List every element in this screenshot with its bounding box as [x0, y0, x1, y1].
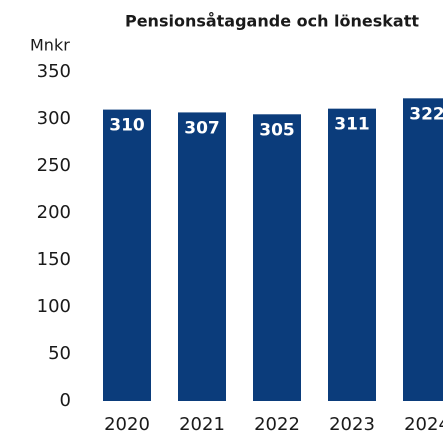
y-tick-label: 50: [48, 343, 71, 364]
chart-title: Pensionsåtagande och löneskatt: [125, 12, 419, 31]
y-tick-label: 250: [37, 155, 71, 176]
bar: [253, 114, 301, 402]
y-tick-label: 200: [37, 202, 71, 223]
x-tick-label: 2022: [254, 414, 300, 435]
value-label: 310: [109, 116, 145, 136]
value-label: 311: [334, 115, 370, 135]
y-axis-label: Mnkr: [30, 36, 70, 55]
bar: [403, 98, 443, 401]
y-tick-label: 350: [37, 61, 71, 82]
x-tick-label: 2021: [179, 414, 225, 435]
bar: [178, 112, 226, 402]
x-tick-label: 2024: [404, 414, 443, 435]
value-label: 305: [259, 120, 295, 140]
value-label: 322: [409, 104, 443, 124]
bar: [103, 109, 151, 401]
x-tick-label: 2020: [104, 414, 150, 435]
y-tick-label: 100: [37, 296, 71, 317]
y-tick-label: 150: [37, 249, 71, 270]
bar: [328, 108, 376, 401]
value-label: 307: [184, 118, 220, 138]
y-tick-label: 0: [60, 390, 71, 411]
y-tick-label: 300: [37, 108, 71, 129]
x-tick-label: 2023: [329, 414, 375, 435]
